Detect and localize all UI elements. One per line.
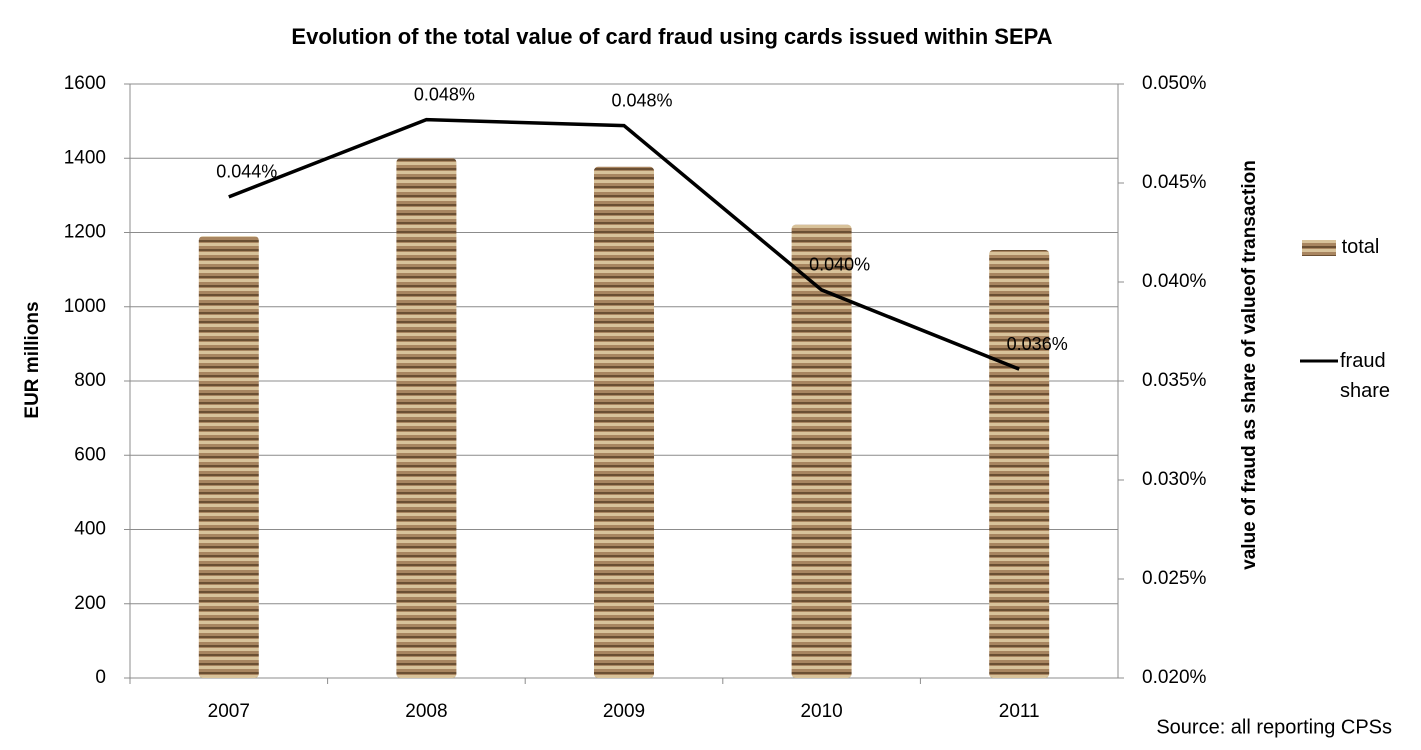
y2-tick-label: 0.040% — [1142, 271, 1207, 292]
y-tick-label: 600 — [74, 444, 106, 465]
data-label: 0.036% — [1007, 334, 1068, 354]
coin-stack — [791, 224, 852, 679]
source-note: Source: all reporting CPSs — [1156, 716, 1392, 738]
legend-item: total — [1302, 232, 1379, 262]
data-label: 0.048% — [611, 90, 672, 110]
coin-stack — [198, 236, 259, 678]
legend-swatch — [1300, 359, 1338, 363]
legend-label: fraud share — [1340, 350, 1391, 402]
y-tick-label: 1400 — [64, 147, 106, 168]
legend-item: fraud share — [1300, 346, 1404, 406]
y-tick-label: 1000 — [64, 296, 106, 317]
chart-title: Evolution of the total value of card fra… — [291, 24, 1052, 49]
data-label: 0.048% — [414, 84, 475, 104]
y-tick-label: 400 — [74, 519, 106, 540]
y2-tick-label: 0.020% — [1142, 667, 1207, 688]
y-tick-label: 200 — [74, 593, 106, 614]
y-tick-label: 1200 — [64, 222, 106, 243]
legend-swatch — [1302, 239, 1336, 256]
legend-label: total — [1341, 236, 1380, 258]
y2-tick-label: 0.025% — [1142, 568, 1207, 589]
coin-stack — [396, 158, 457, 678]
y2-axis-label: value of fraud as share of valueof trans… — [1239, 160, 1260, 570]
y2-tick-label: 0.045% — [1142, 172, 1207, 193]
coin-stack — [594, 166, 654, 678]
y-axis-label: EUR millions — [22, 301, 43, 418]
fraud-share-line — [228, 117, 1020, 371]
data-label: 0.040% — [809, 255, 870, 275]
y2-tick-label: 0.050% — [1142, 73, 1207, 94]
y-tick-label: 0 — [95, 667, 106, 688]
data-label: 0.044% — [216, 162, 277, 182]
x-tick-label: 2008 — [405, 701, 447, 722]
y2-tick-label: 0.030% — [1142, 469, 1207, 490]
x-tick-label: 2009 — [603, 701, 645, 722]
coin-stack — [989, 249, 1050, 679]
y-tick-label: 1600 — [64, 73, 106, 94]
x-tick-label: 2010 — [800, 701, 842, 722]
y2-tick-label: 0.035% — [1142, 370, 1207, 391]
x-tick-label: 2011 — [999, 701, 1040, 722]
y-tick-label: 800 — [74, 370, 106, 391]
x-tick-label: 2007 — [208, 701, 250, 722]
